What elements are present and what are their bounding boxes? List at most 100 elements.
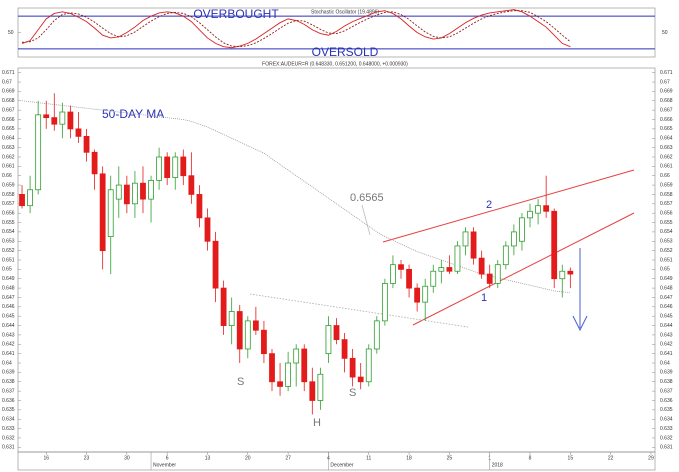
y-tick-label: 0.665 bbox=[660, 126, 673, 132]
candle-body bbox=[414, 287, 421, 303]
y-tick-label: 0.649 bbox=[660, 276, 673, 282]
y-tick-label: 0.654 bbox=[660, 229, 673, 235]
candle-body bbox=[390, 264, 396, 284]
candle-body bbox=[252, 320, 259, 331]
y-tick-label: 0.656 bbox=[660, 210, 673, 216]
candle-body bbox=[43, 114, 50, 119]
candle-body bbox=[486, 273, 493, 284]
candle-body bbox=[470, 231, 477, 259]
y-tick-label: 0.667 bbox=[660, 107, 673, 113]
x-tick-label: 27 bbox=[285, 455, 291, 461]
candle-body bbox=[228, 311, 235, 326]
y-tick-label: 0.67 bbox=[2, 79, 12, 85]
stochastic-line bbox=[21, 9, 571, 49]
candle-body bbox=[123, 184, 130, 205]
y-tick-label: 0.663 bbox=[2, 145, 15, 151]
candle-body bbox=[502, 245, 509, 266]
price-annotation: 0.6565 bbox=[350, 192, 384, 204]
y-tick-label: 0.657 bbox=[660, 201, 673, 207]
head-label: H bbox=[313, 417, 321, 429]
y-tick-label: 0.639 bbox=[2, 370, 15, 376]
candle-body bbox=[91, 151, 98, 175]
x-tick-label: 13 bbox=[205, 455, 211, 461]
neckline bbox=[249, 293, 469, 328]
y-tick-label: 0.637 bbox=[660, 388, 673, 394]
candle-body bbox=[357, 376, 364, 383]
target-arrowhead bbox=[572, 315, 588, 332]
period-label: 2018 bbox=[492, 462, 503, 468]
y-tick-label: 0.642 bbox=[2, 342, 15, 348]
candle-body bbox=[462, 231, 469, 247]
candle-body bbox=[309, 381, 316, 401]
candle-body bbox=[172, 156, 179, 178]
price-panel bbox=[17, 67, 656, 453]
candle-body bbox=[164, 156, 171, 178]
x-tick-label: 16 bbox=[43, 455, 49, 461]
y-tick-label: 0.665 bbox=[2, 126, 15, 132]
candle-body bbox=[301, 348, 308, 383]
y-tick-label: 0.632 bbox=[660, 435, 673, 441]
candle-body bbox=[406, 268, 412, 289]
candle-body bbox=[438, 267, 445, 272]
candle-body bbox=[277, 381, 283, 387]
y-tick-label: 0.646 bbox=[2, 304, 15, 310]
candle-body bbox=[204, 217, 211, 242]
candle-body bbox=[373, 320, 380, 350]
y-tick-label: 0.644 bbox=[660, 323, 673, 329]
candle-body bbox=[83, 135, 90, 153]
y-tick-label: 0.642 bbox=[660, 342, 673, 348]
x-tick-label: 11 bbox=[366, 455, 371, 461]
y-tick-label: 0.643 bbox=[2, 332, 15, 338]
candle-body bbox=[349, 357, 356, 378]
date-axis bbox=[17, 451, 656, 471]
wave-label: 1 bbox=[481, 292, 487, 304]
y-tick-label: 0.66 bbox=[2, 173, 12, 179]
candle-body bbox=[333, 325, 340, 341]
y-tick-label: 0.659 bbox=[660, 182, 673, 188]
candle-body bbox=[430, 270, 437, 287]
channel-line bbox=[412, 212, 635, 326]
x-tick-label: 6 bbox=[166, 455, 169, 461]
y-tick-label: 0.671 bbox=[2, 70, 15, 76]
y-tick-label: 0.653 bbox=[2, 239, 15, 245]
y-tick-label: 0.662 bbox=[660, 154, 673, 160]
y-tick-label: 50 bbox=[662, 30, 668, 36]
y-tick-label: 0.658 bbox=[660, 192, 673, 198]
candle-body bbox=[398, 264, 404, 270]
y-tick-label: 0.663 bbox=[660, 145, 673, 151]
y-tick-label: 0.668 bbox=[2, 98, 15, 104]
y-tick-label: 0.655 bbox=[660, 220, 673, 226]
y-tick-label: 0.645 bbox=[2, 314, 15, 320]
x-tick-label: 22 bbox=[608, 455, 614, 461]
y-tick-label: 0.666 bbox=[2, 117, 15, 123]
y-tick-label: 0.647 bbox=[660, 295, 673, 301]
y-tick-label: 0.632 bbox=[2, 435, 15, 441]
y-tick-label: 0.671 bbox=[660, 70, 673, 76]
price-title: FOREX:AUDEUR=R (0.648330, 0.651200, 0.64… bbox=[262, 61, 408, 67]
y-tick-label: 0.641 bbox=[660, 351, 673, 357]
stochastic-line bbox=[21, 10, 571, 48]
y-tick-label: 0.651 bbox=[2, 257, 15, 263]
candle-body bbox=[510, 231, 517, 247]
x-tick-label: 18 bbox=[406, 455, 412, 461]
candle-body bbox=[115, 184, 122, 200]
y-tick-label: 0.661 bbox=[660, 164, 673, 170]
candle-body bbox=[543, 205, 550, 212]
y-tick-label: 0.653 bbox=[660, 239, 673, 245]
period-label: November bbox=[153, 462, 176, 468]
y-tick-label: 0.634 bbox=[660, 417, 673, 423]
y-tick-label: 0.669 bbox=[2, 89, 15, 95]
y-tick-label: 0.644 bbox=[2, 323, 15, 329]
candle-body bbox=[156, 156, 163, 181]
candle-body bbox=[527, 210, 533, 219]
y-tick-label: 0.65 bbox=[2, 267, 12, 273]
y-tick-label: 0.636 bbox=[2, 398, 15, 404]
candle-body bbox=[325, 325, 332, 355]
shoulder-label: S bbox=[237, 376, 244, 388]
candle-body bbox=[285, 362, 292, 387]
y-tick-label: 0.65 bbox=[660, 267, 670, 273]
x-tick-label: 8 bbox=[529, 455, 532, 461]
candle-body bbox=[148, 179, 154, 200]
wave-label: 2 bbox=[486, 199, 492, 211]
